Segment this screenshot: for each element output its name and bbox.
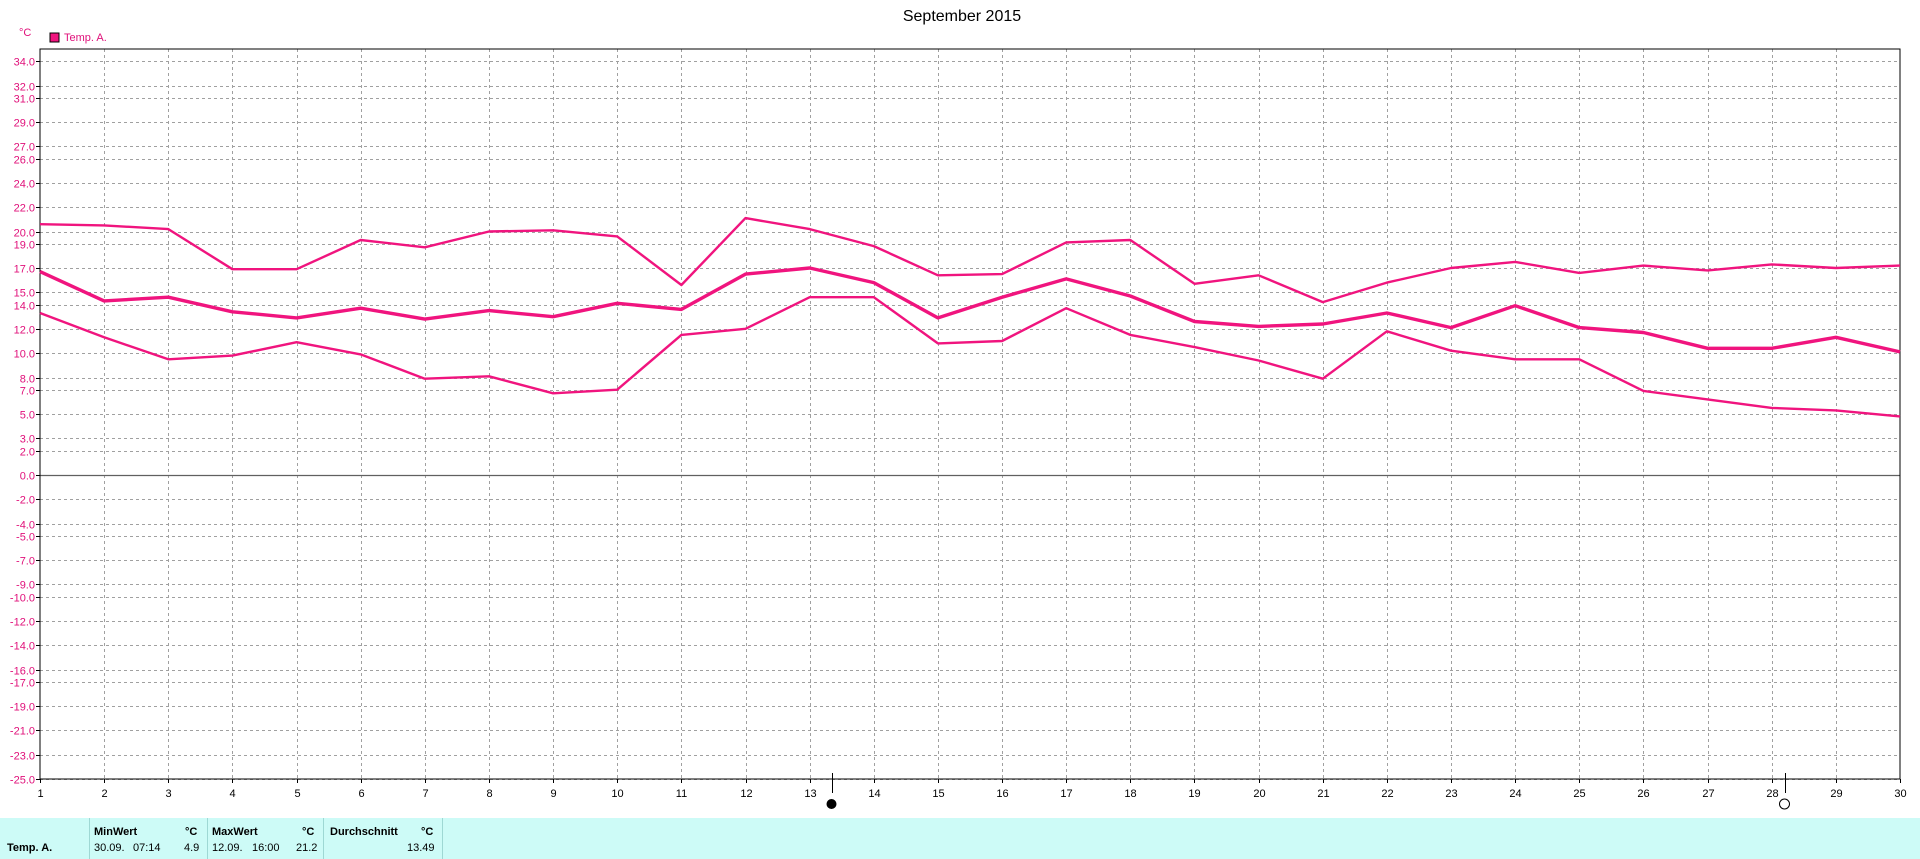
x-tick-label: 25 [1573,788,1585,800]
avg-unit: °C [421,826,434,838]
y-tick-label: 2.0 [20,447,35,459]
y-tick-label: 12.0 [14,325,35,337]
y-tick-label: 27.0 [14,142,35,154]
y-tick-label: 0.0 [20,471,35,483]
y-tick-label: -5.0 [16,532,35,544]
x-tick-label: 8 [486,788,492,800]
y-tick-label: -16.0 [10,666,35,678]
series-line [39,296,1901,418]
y-tick-label: 3.0 [20,434,35,446]
x-tick-label: 22 [1381,788,1393,800]
x-tick-label: 7 [422,788,428,800]
new-moon-icon [1779,798,1790,810]
y-tick-label: -14.0 [10,641,35,653]
x-tick-label: 20 [1253,788,1265,800]
y-tick-label: 10.0 [14,349,35,361]
x-tick-label: 28 [1766,788,1778,800]
x-tick-label: 29 [1830,788,1842,800]
legend-swatch [49,32,60,43]
x-tick-label: 15 [932,788,944,800]
x-tick-label: 30 [1894,788,1906,800]
x-tick-label: 2 [101,788,107,800]
y-tick-label: -25.0 [10,775,35,787]
y-tick-label: -12.0 [10,617,35,629]
y-tick-label: 26.0 [14,155,35,167]
y-tick-label: 14.0 [14,301,35,313]
y-tick-label: -23.0 [10,751,35,763]
x-tick-label: 1 [37,788,43,800]
max-value: 21.2 [296,842,318,854]
x-tick-label: 16 [996,788,1008,800]
stats-table: Temp. A. MinWert °C 30.09. 07:14 4.9 Max… [0,818,1920,859]
min-date: 30.09. [94,842,125,854]
max-unit: °C [302,826,315,838]
avg-header: Durchschnitt [330,826,398,838]
y-tick-label: 5.0 [20,410,35,422]
temperature-chart: September 2015 °C Temp. A. 34.032.031.02… [10,8,1907,810]
min-time: 07:14 [133,842,161,854]
y-tick-label: -19.0 [10,702,35,714]
x-tick-label: 11 [676,788,687,800]
y-tick-label: -7.0 [16,556,35,568]
y-tick-label: 29.0 [14,118,35,130]
moon-markers [826,773,1790,810]
y-axis-ticks: 34.0 32.031.0 29.0 27.026.0 24.0 22.0 20.019.0… [10,57,40,787]
x-tick-label: 13 [804,788,816,800]
stats-row-label: Temp. A. [7,842,53,854]
x-tick-label: 5 [294,788,300,800]
y-tick-label: 7.0 [20,386,35,398]
max-time: 16:00 [252,842,280,854]
y-tick-label: -2.0 [16,495,35,507]
x-tick-label: 26 [1637,788,1649,800]
y-axis-unit: °C [19,27,31,39]
min-value: 4.9 [184,842,200,854]
legend-label: Temp. A. [64,32,107,44]
min-header: MinWert [94,826,138,838]
x-tick-label: 17 [1060,788,1072,800]
x-axis-ticks: 1 2 3 4 5 6 7 8 9 10 11 12 13 14 15 16 17 18 19 20 21 22 23 24 2… [37,779,1907,800]
y-tick-label: 17.0 [14,264,35,276]
x-tick-label: 4 [229,788,235,800]
series-line [39,216,1901,304]
y-tick-label: -17.0 [10,678,35,690]
x-tick-label: 19 [1188,788,1200,800]
x-tick-label: 18 [1124,788,1136,800]
x-tick-label: 24 [1509,788,1521,800]
x-tick-label: 23 [1445,788,1457,800]
x-tick-label: 9 [550,788,556,800]
y-tick-label: 34.0 [14,57,35,69]
y-tick-label: -21.0 [10,726,35,738]
y-tick-label: 19.0 [14,240,35,252]
chart-title: September 2015 [903,8,1021,25]
x-tick-label: 14 [868,788,880,800]
grid [40,49,1900,780]
x-tick-label: 10 [611,788,623,800]
x-tick-label: 12 [740,788,752,800]
avg-value: 13.49 [407,842,435,854]
x-tick-label: 21 [1317,788,1329,800]
full-moon-icon [826,799,837,809]
max-date: 12.09. [212,842,243,854]
y-tick-label: -9.0 [16,580,35,592]
legend: Temp. A. [49,32,107,44]
y-tick-label: 8.0 [20,374,35,386]
y-tick-label: 24.0 [14,179,35,191]
y-tick-label: 20.0 [14,228,35,240]
y-tick-label: 32.0 [14,82,35,94]
y-tick-label: 22.0 [14,203,35,215]
x-tick-label: 27 [1702,788,1714,800]
y-tick-label: 15.0 [14,288,35,300]
min-unit: °C [185,826,198,838]
y-tick-label: -4.0 [16,520,35,532]
series-lines [39,216,1901,418]
series-line [39,266,1901,354]
y-tick-label: 31.0 [14,94,35,106]
y-tick-label: -10.0 [10,593,35,605]
max-header: MaxWert [212,826,258,838]
x-tick-label: 3 [165,788,171,800]
x-tick-label: 6 [358,788,364,800]
